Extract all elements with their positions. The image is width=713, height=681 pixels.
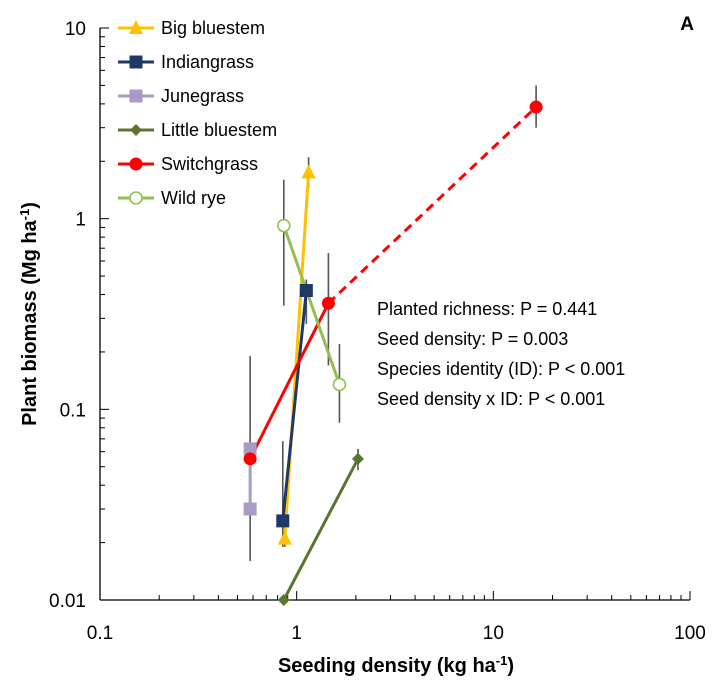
indiangrass-point	[276, 514, 290, 528]
switchgrass-line-segment	[248, 302, 330, 460]
legend-label-junegrass: Junegrass	[161, 86, 244, 106]
y-axis-title: Plant biomass (Mg ha-1)	[17, 202, 42, 426]
junegrass-point	[243, 442, 257, 456]
legend-label-indiangrass: Indiangrass	[161, 52, 254, 72]
legend-marker-switchgrass	[129, 157, 143, 171]
legend-marker-junegrass	[129, 89, 143, 103]
wild-rye-point	[276, 218, 291, 233]
switchgrass-point	[529, 100, 543, 114]
indiangrass-line-segment	[281, 290, 308, 522]
big-bluestem-line-segment	[283, 172, 311, 539]
switchgrass-point	[321, 296, 335, 310]
x-tick-label: 10	[483, 623, 504, 644]
y-tick-label: 0.1	[60, 400, 86, 421]
big-bluestem-point	[301, 164, 316, 179]
stat-line: Species identity (ID): P < 0.001	[377, 359, 625, 379]
y-tick-label: 1	[75, 210, 86, 231]
legend-label-little-bluestem: Little bluestem	[161, 120, 277, 140]
x-axis-title: Seeding density (kg ha-1)	[278, 653, 514, 678]
legend-label-switchgrass: Switchgrass	[161, 154, 258, 174]
y-tick-label: 0.01	[49, 591, 86, 612]
y-tick-label: 10	[65, 19, 86, 40]
indiangrass-point	[299, 284, 313, 298]
legend-label-wild-rye: Wild rye	[161, 188, 226, 208]
stat-line: Seed density: P = 0.003	[377, 329, 568, 349]
legend-marker-wild-rye	[129, 191, 143, 205]
wild-rye-point	[332, 377, 347, 392]
switchgrass-line-segment	[327, 105, 538, 305]
wild-rye-line-segment	[282, 225, 341, 385]
little-bluestem-line-segment	[282, 458, 360, 601]
x-tick-label: 100	[674, 623, 706, 644]
little-bluestem-point	[277, 594, 290, 606]
junegrass-point	[243, 502, 257, 516]
stat-line: Seed density x ID: P < 0.001	[377, 389, 605, 409]
legend-marker-little-bluestem	[130, 124, 142, 136]
stat-line: Planted richness: P = 0.441	[377, 299, 597, 319]
legend-marker-big-bluestem	[129, 20, 143, 34]
little-bluestem-point	[351, 452, 364, 465]
series-markers	[243, 100, 543, 606]
legend-marker-indiangrass	[129, 55, 143, 69]
big-bluestem-point	[277, 530, 292, 545]
x-tick-label: 0.1	[87, 623, 113, 644]
stats-annotation: Planted richness: P = 0.441 Seed density:…	[377, 299, 625, 409]
legend: Big bluestem Indiangrass Junegrass Little b…	[118, 18, 277, 208]
switchgrass-point	[243, 452, 257, 466]
panel-label: A	[680, 14, 694, 35]
x-tick-label: 1	[291, 623, 302, 644]
legend-label-big-bluestem: Big bluestem	[161, 18, 265, 38]
series-lines	[248, 105, 538, 601]
